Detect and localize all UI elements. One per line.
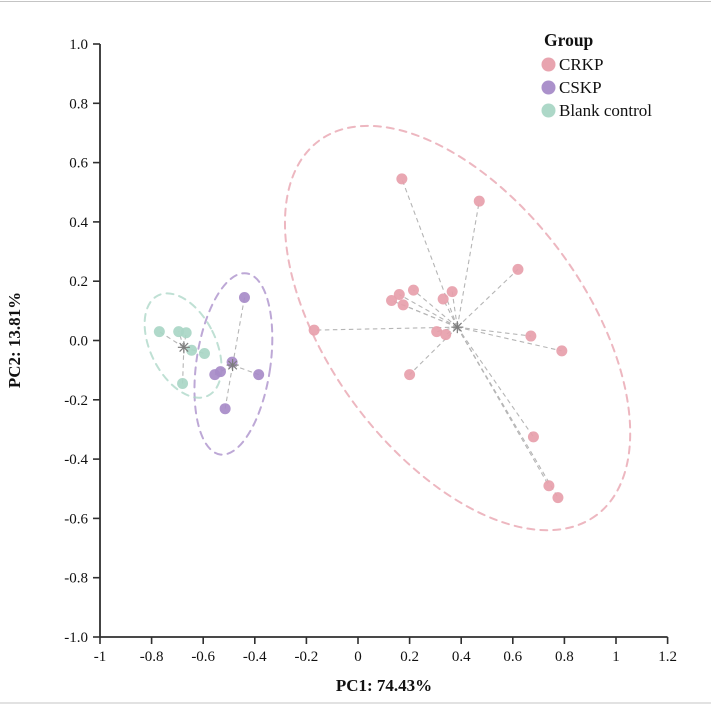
data-point	[393, 289, 405, 301]
y-tick-label: 0.0	[69, 334, 88, 350]
x-axis-ticks: -1 -0.8 -0.6 -0.4 -0.2 0 0.2 0.4 0.6 0.8 1 1.2	[94, 637, 677, 665]
legend-marker	[541, 80, 556, 95]
data-point	[543, 480, 555, 492]
centroid-connector-line	[232, 297, 246, 366]
legend-item-label: CSKP	[559, 78, 602, 97]
x-tick-label: 0.6	[503, 649, 522, 665]
x-tick-label: -0.6	[191, 649, 215, 665]
y-tick-label: 0.8	[69, 96, 88, 112]
centroid-connector-line	[451, 291, 458, 328]
data-point	[177, 377, 189, 389]
legend-item-label: CRKP	[559, 55, 603, 74]
centroid-connector-line	[457, 326, 531, 337]
data-point	[308, 324, 320, 336]
data-point	[404, 369, 416, 381]
centroid-connector-line	[182, 347, 185, 384]
data-point	[527, 431, 539, 443]
data-point	[214, 366, 226, 378]
y-tick-label: -0.8	[64, 571, 88, 587]
legend: Group CRKP CSKP Blank control	[541, 30, 652, 120]
axes	[99, 44, 668, 638]
group-centroids	[177, 321, 464, 372]
legend-marker	[541, 57, 556, 72]
confidence-ellipse	[143, 292, 223, 399]
data-point	[440, 329, 452, 341]
data-point	[219, 403, 231, 415]
centroid-asterisk	[179, 342, 189, 352]
y-tick-label: 1.0	[69, 37, 88, 53]
y-tick-label: -0.2	[64, 393, 88, 409]
centroid-connector-line	[456, 326, 534, 438]
data-point	[407, 284, 419, 296]
centroid-connector-line	[456, 201, 480, 328]
y-tick-label: -1.0	[64, 630, 88, 646]
centroid-connector-line	[456, 326, 550, 487]
data-point	[253, 369, 265, 381]
centroid-asterisk	[227, 360, 238, 370]
data-point	[552, 492, 564, 504]
y-tick-label: 0.2	[69, 274, 88, 290]
confidence-ellipse	[283, 124, 632, 532]
data-point	[512, 263, 524, 275]
x-tick-label: 0.4	[452, 649, 471, 665]
data-point	[198, 348, 210, 360]
x-tick-label: 1	[612, 649, 620, 665]
x-tick-label: -0.2	[295, 649, 319, 665]
centroid-asterisk	[452, 322, 462, 332]
centroid-connector-line	[402, 304, 458, 328]
centroid-connector-line	[401, 178, 458, 328]
centroid-connector-line	[224, 365, 234, 409]
data-point	[431, 326, 443, 338]
data-point	[153, 326, 165, 338]
data-point	[556, 345, 568, 357]
legend-item-label: Blank control	[559, 101, 652, 120]
y-tick-label: -0.4	[64, 452, 88, 468]
confidence-ellipses	[143, 124, 632, 532]
data-point	[473, 195, 485, 207]
legend-title: Group	[544, 30, 594, 50]
data-point	[396, 173, 408, 185]
x-tick-label: -0.4	[243, 649, 267, 665]
legend-items: CRKP CSKP Blank control	[541, 55, 652, 120]
y-axis-ticks: 1.0 0.8 0.6 0.4 0.2 0.0 -0.2 -0.4 -0.6 -0.8 -1.0	[64, 37, 100, 646]
centroid-connectors	[159, 178, 562, 498]
y-tick-label: 0.4	[69, 215, 88, 231]
centroid-connector-line	[456, 268, 519, 328]
data-point	[437, 293, 449, 305]
x-tick-label: 0	[354, 649, 362, 665]
centroid-connector-line	[399, 294, 458, 328]
y-axis-title: PC2: 13.81%	[5, 292, 24, 388]
x-tick-label: -0.8	[140, 649, 164, 665]
data-points	[153, 173, 568, 504]
centroid-connector-line	[456, 326, 559, 498]
y-tick-label: 0.6	[69, 156, 88, 172]
data-point	[446, 286, 458, 298]
x-tick-label: 0.8	[555, 649, 574, 665]
data-point	[238, 292, 250, 304]
centroid-connector-line	[457, 326, 562, 352]
data-point	[397, 299, 409, 311]
x-tick-label: 0.2	[400, 649, 419, 665]
x-axis-title: PC1: 74.43%	[336, 676, 432, 695]
confidence-ellipse	[193, 272, 274, 456]
data-point	[180, 327, 192, 339]
centroid-connector-line	[413, 289, 458, 328]
data-point	[386, 294, 398, 306]
x-tick-label: -1	[94, 649, 107, 665]
y-tick-label: -0.6	[64, 511, 88, 527]
centroid-connector-line	[178, 331, 185, 348]
legend-marker	[541, 103, 556, 118]
x-tick-label: 1.2	[658, 649, 677, 665]
data-point	[525, 330, 537, 342]
data-point	[186, 344, 198, 356]
